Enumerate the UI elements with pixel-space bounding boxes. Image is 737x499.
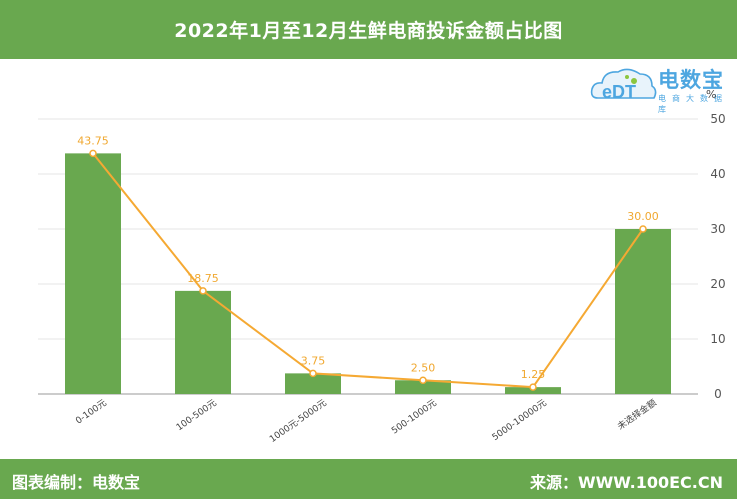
bar bbox=[65, 153, 121, 394]
chart-plot: 0 10 20 30 40 50 43.75 18.75 3.75 2.50 1.25 30.00 0-… bbox=[38, 112, 726, 445]
bar bbox=[615, 229, 671, 394]
data-label: 43.75 bbox=[77, 134, 109, 147]
bar bbox=[395, 380, 451, 394]
logo-cloud-icon: eDT bbox=[590, 68, 657, 102]
x-tick-label: 5000-10000元 bbox=[491, 398, 549, 443]
line-point bbox=[419, 376, 427, 384]
bar bbox=[285, 373, 341, 394]
line-point bbox=[309, 369, 317, 378]
y-tick-label: 30 bbox=[710, 222, 725, 236]
bar bbox=[175, 290, 231, 394]
data-label: 30.00 bbox=[627, 210, 659, 223]
data-label: 3.75 bbox=[301, 354, 326, 367]
x-tick-label: 100-500元 bbox=[175, 398, 219, 433]
x-tick-label: 1000元-5000元 bbox=[268, 398, 329, 445]
data-label: 1.25 bbox=[521, 368, 546, 381]
footer-band: 图表编制：电数宝 来源：WWW.100EC.CN bbox=[0, 459, 737, 499]
header-band: 2022年1月至12月生鲜电商投诉金额占比图 bbox=[0, 0, 737, 59]
logo-mark: eDT bbox=[602, 82, 636, 102]
line-point bbox=[529, 383, 537, 391]
logo-tagline: 电商大数据库 bbox=[658, 94, 728, 114]
footer-credit: 图表编制：电数宝 bbox=[12, 473, 141, 492]
data-label: 18.75 bbox=[187, 272, 219, 285]
x-tick-label: 未选择金额 bbox=[615, 397, 659, 433]
line-point bbox=[639, 225, 647, 233]
y-tick-label: 0 bbox=[714, 387, 722, 401]
y-axis-unit: % bbox=[706, 88, 717, 101]
y-tick-label: 40 bbox=[710, 167, 725, 181]
x-tick-label: 0-100元 bbox=[74, 398, 109, 426]
line-point bbox=[89, 149, 97, 158]
y-tick-label: 10 bbox=[710, 332, 725, 346]
x-tick-label: 500-1000元 bbox=[390, 398, 439, 436]
series-line bbox=[92, 152, 644, 389]
data-label: 2.50 bbox=[411, 361, 436, 374]
line-point bbox=[199, 287, 207, 295]
chart-title: 2022年1月至12月生鲜电商投诉金额占比图 bbox=[174, 20, 563, 42]
logo-name: 电数宝 bbox=[658, 68, 724, 92]
footer-source: 来源：WWW.100EC.CN bbox=[529, 473, 723, 492]
y-tick-label: 50 bbox=[710, 112, 725, 126]
y-tick-label: 20 bbox=[710, 277, 725, 291]
